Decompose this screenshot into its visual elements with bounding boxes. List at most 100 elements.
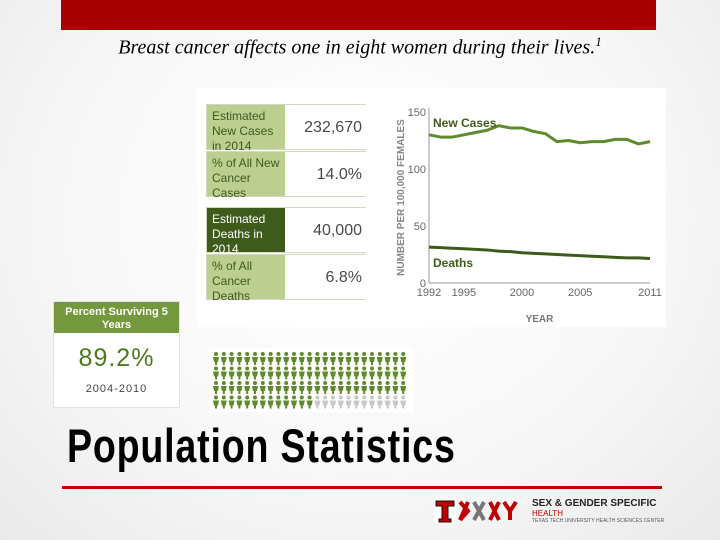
person-icon [213,366,219,380]
person-icon [314,366,321,380]
person-icon [369,381,375,394]
person-icon [252,395,258,409]
x-tick-label: 2000 [510,287,534,299]
person-icon [291,381,297,394]
series-line-deaths [428,245,651,260]
person-icon [361,366,368,380]
person-icon [314,352,321,365]
person-icon [267,352,274,365]
stat-label: % of All Cancer Deaths [207,255,285,303]
person-icon [283,381,290,394]
person-icon [252,366,258,380]
person-icon [306,366,313,380]
person-icon [345,381,352,394]
stat-value: 14.0% [285,152,367,196]
person-icon [244,395,251,409]
person-icon [330,366,336,380]
stat-label: Estimated New Cases in 2014 [207,105,285,153]
stat-percent-new-cases: % of All New Cancer Cases 14.0% [206,151,367,200]
person-icon [275,352,282,365]
person-icon [267,381,274,394]
person-icon [369,366,375,380]
person-icon [330,352,336,365]
series-line-new-cases [428,124,651,146]
person-icon [228,352,235,365]
person-icon [236,381,243,394]
stat-label: % of All New Cancer Cases [207,152,285,200]
person-icon [361,381,368,394]
incidence-line-chart: 0 50 100 150 1992 1995 2000 2005 2011 YEAR NUMBER … [396,107,662,325]
person-icon [314,395,321,409]
person-icon [345,366,352,380]
person-icon [337,352,344,365]
person-icon [353,352,360,365]
person-icon [244,366,251,380]
person-icon [220,366,227,380]
person-icon [298,366,305,380]
person-icon [330,395,336,409]
person-icon [392,381,399,394]
person-icon [361,352,368,365]
stat-deaths: Estimated Deaths in 2014 40,000 [206,207,367,256]
section-title: Population Statistics [67,419,456,472]
person-icon [291,395,297,409]
logo-y-shape [502,500,518,520]
person-icon [400,366,407,380]
person-icon [353,395,360,409]
stat-new-cases: Estimated New Cases in 2014 232,670 [206,104,367,153]
stat-value: 6.8% [285,255,367,299]
person-icon [322,352,329,365]
person-icon [392,366,399,380]
person-icon [384,381,391,394]
person-icon [337,381,344,394]
person-icon [298,395,305,409]
person-icon [275,366,282,380]
x-tick-label: 1992 [417,287,441,299]
x-tick-label: 1995 [452,287,476,299]
logo-x2-shape [472,501,486,521]
logo-x1-shape [458,500,471,522]
person-icon [259,366,266,380]
person-icon [345,352,352,365]
person-icon [330,381,336,394]
logo-x3-shape [488,501,501,521]
x-tick-label: 2011 [638,287,662,299]
person-icon [213,352,219,365]
person-icon [252,352,258,365]
person-icon [306,381,313,394]
top-accent-bar [61,0,656,30]
person-icon [392,395,399,409]
person-icon [236,366,243,380]
person-icon [236,352,243,365]
person-icon [228,395,235,409]
person-icon [220,381,227,394]
person-icon [376,381,383,394]
stat-value: 232,670 [285,105,367,149]
stat-value: 40,000 [285,208,367,252]
person-icon [228,381,235,394]
person-icon [384,366,391,380]
stats-panel: Estimated New Cases in 2014 232,670 % of… [197,88,666,327]
person-icon [275,381,282,394]
survival-pictogram [209,348,414,412]
person-icon [259,381,266,394]
person-icon [369,352,375,365]
person-icon [337,366,344,380]
ttuhsc-logo-icon [434,499,518,523]
person-icon [337,395,344,409]
person-icon [384,352,391,365]
person-icon [322,381,329,394]
stat-label: Estimated Deaths in 2014 [207,208,285,256]
series-label: Deaths [433,256,473,270]
person-icon [306,352,313,365]
stat-percent-deaths: % of All Cancer Deaths 6.8% [206,254,367,303]
x-tick-label: 2005 [568,287,592,299]
person-icon [259,352,266,365]
person-icon [400,352,407,365]
person-icon [252,381,258,394]
logo-t-shape [435,500,455,523]
person-icon [353,381,360,394]
person-icon [392,352,399,365]
person-icon [298,352,305,365]
person-icon [400,395,407,409]
